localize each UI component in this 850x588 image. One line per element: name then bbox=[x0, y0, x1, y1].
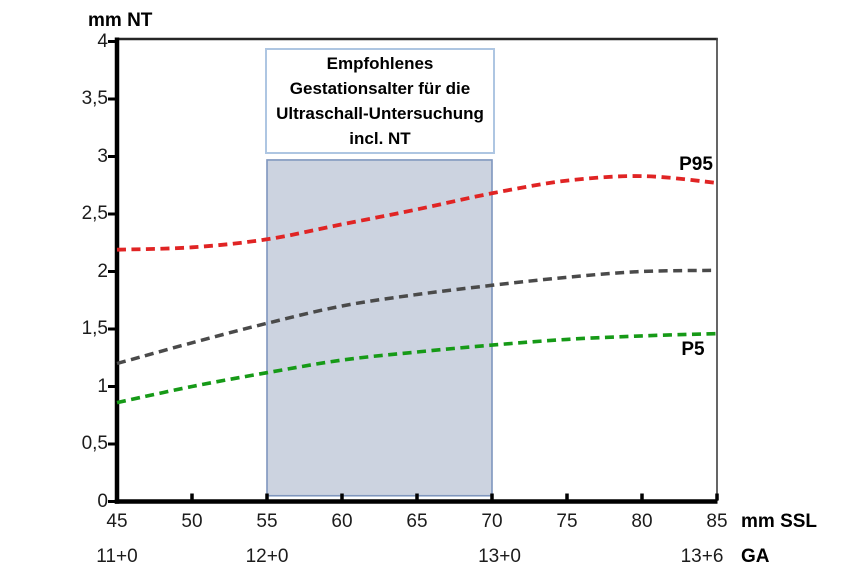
curve-p5 bbox=[116, 331, 718, 405]
x-tick-label: 65 bbox=[406, 511, 428, 532]
ga-axis-title: GA bbox=[741, 546, 770, 567]
y-axis-title: mm NT bbox=[88, 10, 153, 31]
y-tick-label: 2,5 bbox=[81, 203, 108, 224]
ga-tick-label: 11+0 bbox=[96, 546, 138, 567]
x-axis-title: mm SSL bbox=[741, 511, 818, 532]
curve-label-p95: P95 bbox=[679, 153, 713, 175]
recommended-ga-info-text: Empfohlenes Gestationsalter für die Ultr… bbox=[276, 54, 484, 148]
x-tick-label: 45 bbox=[106, 511, 128, 532]
recommended-ga-info-box: Empfohlenes Gestationsalter für die Ultr… bbox=[265, 48, 495, 154]
x-tick-label: 50 bbox=[181, 511, 203, 532]
ga-tick-label: 13+6 bbox=[680, 546, 724, 567]
x-tick-label: 55 bbox=[256, 511, 278, 532]
x-tick-label: 70 bbox=[481, 511, 503, 532]
curve-median bbox=[116, 268, 718, 366]
ga-tick-label: 12+0 bbox=[245, 546, 289, 567]
y-tick-label: 3 bbox=[97, 145, 108, 167]
x-tick-label: 75 bbox=[556, 511, 578, 532]
x-tick-label: 80 bbox=[631, 511, 653, 532]
recommended-ga-region bbox=[266, 159, 493, 497]
x-tick-label: 85 bbox=[706, 511, 728, 532]
y-tick-label: 0,5 bbox=[81, 433, 108, 454]
y-tick-label: 3,5 bbox=[81, 88, 108, 109]
ga-tick-label: 13+0 bbox=[478, 546, 521, 567]
y-tick-label: 1,5 bbox=[81, 318, 108, 339]
y-tick-label: 0 bbox=[97, 490, 108, 512]
y-tick-label: 4 bbox=[97, 30, 108, 52]
y-tick-label: 2 bbox=[97, 260, 108, 282]
y-tick-label: 1 bbox=[97, 375, 108, 397]
curve-p95 bbox=[116, 174, 718, 252]
x-tick-label: 60 bbox=[331, 511, 353, 532]
curve-label-p5: P5 bbox=[681, 338, 705, 360]
